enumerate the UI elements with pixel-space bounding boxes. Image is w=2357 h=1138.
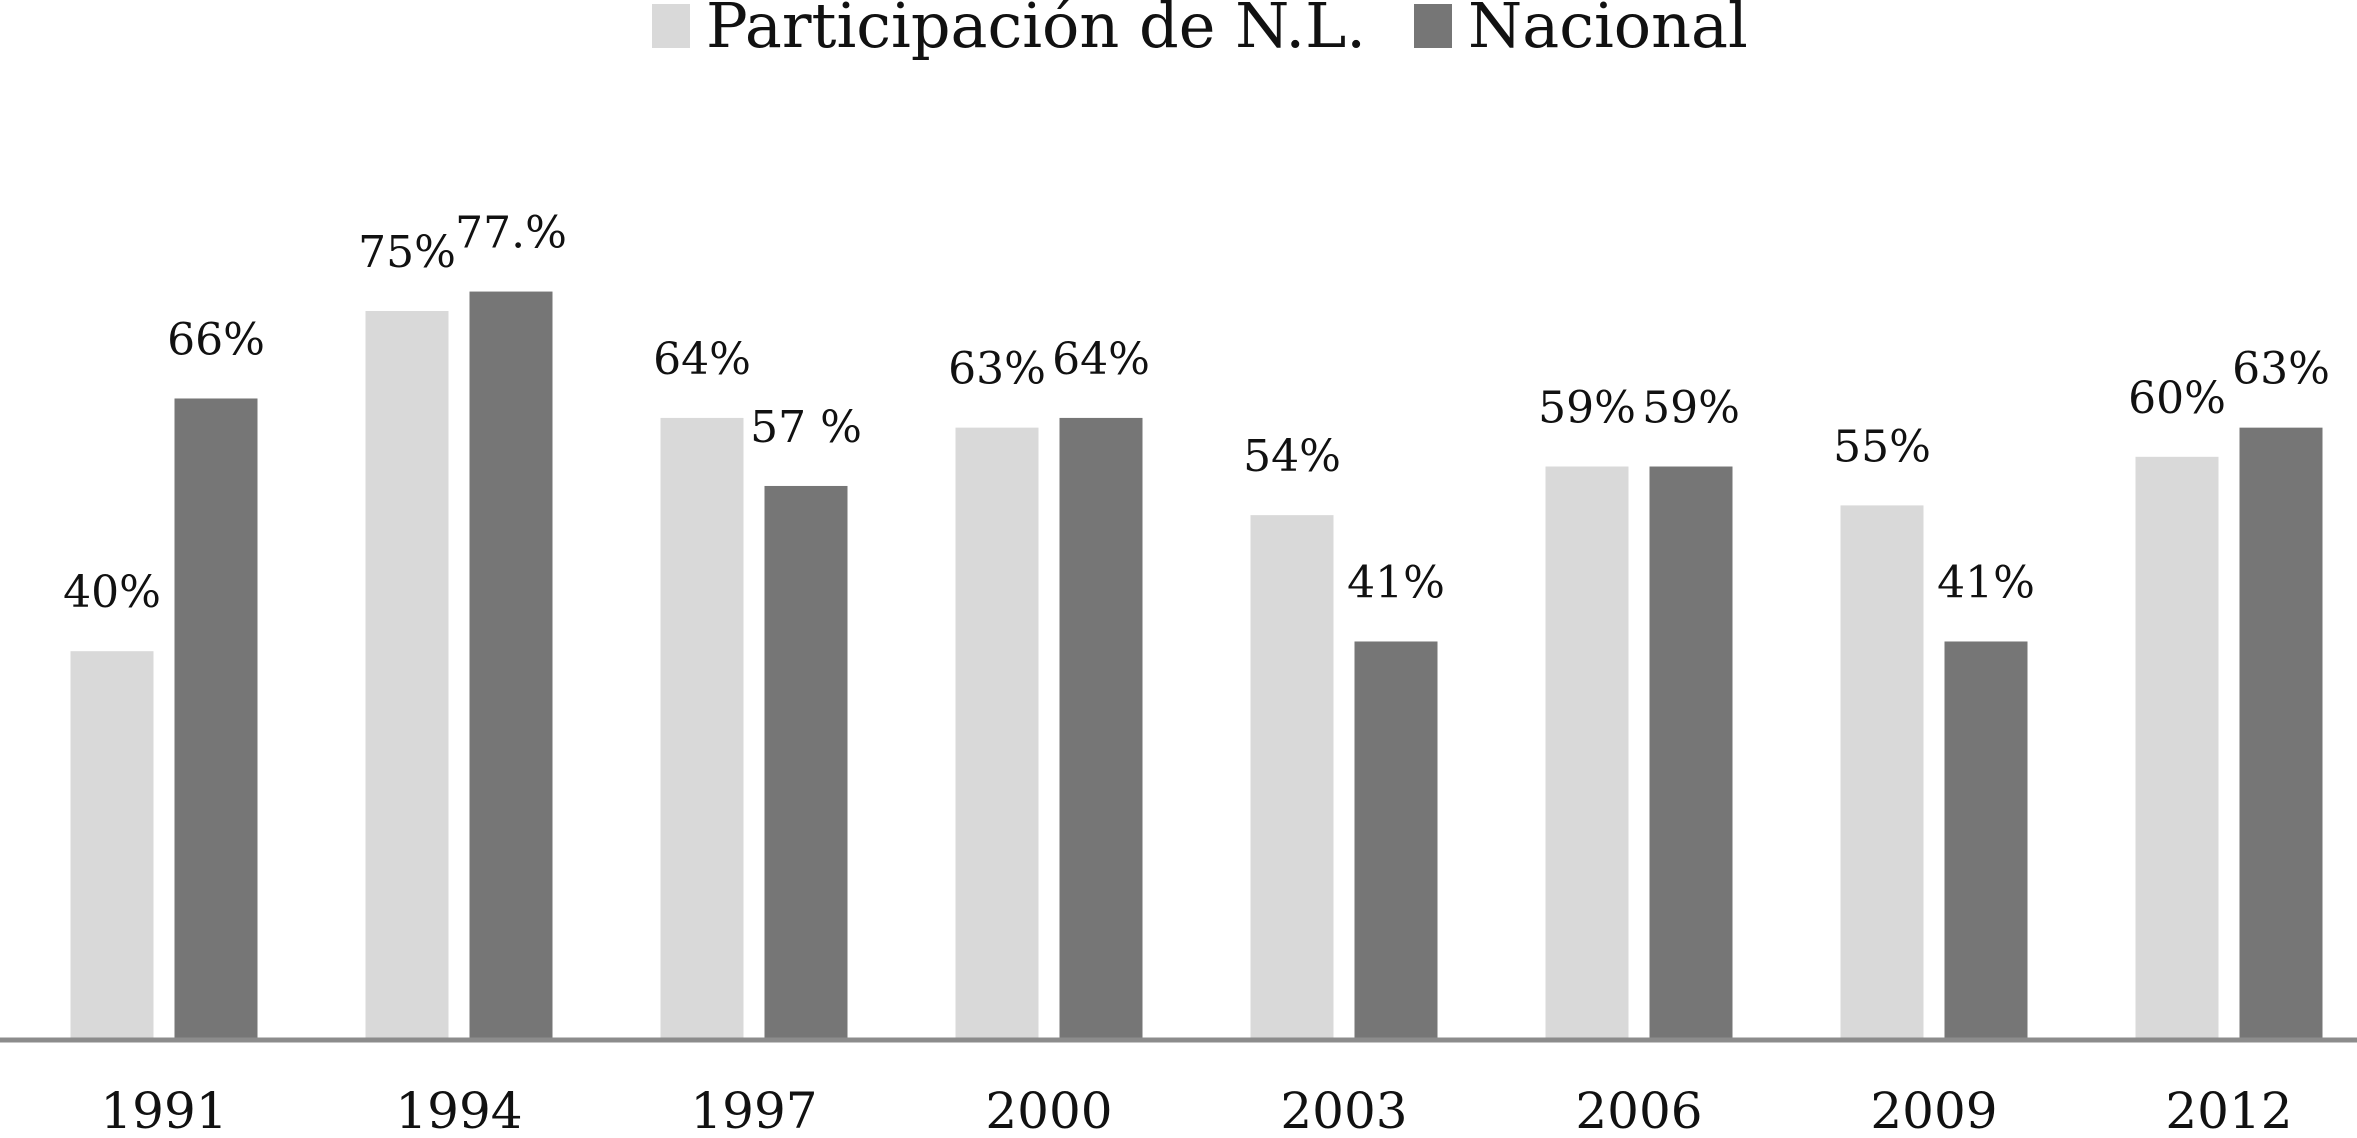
data-label-nacional-2000: 64% [1052,334,1150,385]
bar-participacion-2009 [1840,505,1924,1040]
data-label-participacion-2000: 63% [948,344,1046,395]
bar-participacion-2000 [955,427,1039,1040]
x-tick-label-2009: 2009 [1870,1082,1997,1138]
x-tick-label-2006: 2006 [1575,1082,1702,1138]
legend-label-nacional: Nacional [1468,0,1748,62]
bar-participacion-2006 [1545,466,1629,1040]
x-tick-label-2000: 2000 [985,1082,1112,1138]
data-label-participacion-2012: 60% [2128,373,2226,424]
bar-participacion-1991 [70,651,154,1040]
x-tick-label-2012: 2012 [2165,1082,2292,1138]
data-label-participacion-2009: 55% [1833,421,1931,472]
bars [70,291,2323,1041]
bar-nacional-2006 [1649,466,1733,1040]
data-label-nacional-2006: 59% [1642,383,1740,434]
x-tick-labels: 1991 1994 1997 2000 2003 2006 2009 2012 [100,1082,2292,1138]
data-label-nacional-1997: 57 % [750,402,862,453]
bar-participacion-1994 [365,311,449,1040]
bar-participacion-2003 [1250,515,1334,1040]
bar-nacional-1994 [469,291,553,1040]
data-label-participacion-2003: 54% [1243,431,1341,482]
data-label-nacional-1991: 66% [167,314,265,365]
bar-nacional-1991 [174,398,258,1041]
data-label-participacion-2006: 59% [1538,383,1636,434]
data-label-nacional-2009: 41% [1937,557,2035,608]
x-tick-label-1991: 1991 [100,1082,227,1138]
data-labels: 40%66%75% 77.%64%57 %63% 64%54%41%59% 59%55… [63,208,2330,619]
bar-nacional-2003 [1354,641,1438,1040]
data-label-participacion-1994: 75% [358,227,456,278]
legend-swatch-nacional [1414,4,1452,48]
legend-label-participacion: Participación de N.L. [706,0,1366,62]
data-label-participacion-1991: 40% [63,567,161,618]
bar-nacional-1997 [764,485,848,1041]
x-tick-label-2003: 2003 [1280,1082,1407,1138]
bar-nacional-2009 [1944,641,2028,1040]
data-label-nacional-1994: 77.% [455,208,567,259]
bar-nacional-2012 [2239,427,2323,1040]
bar-participacion-2012 [2135,456,2219,1040]
x-tick-label-1997: 1997 [690,1082,817,1138]
data-label-nacional-2012: 63% [2232,344,2330,395]
data-label-participacion-1997: 64% [653,334,751,385]
legend: Participación de N.L. Nacional [652,0,1748,62]
data-label-nacional-2003: 41% [1347,557,1445,608]
legend-swatch-participacion [652,4,690,48]
bar-nacional-2000 [1059,417,1143,1040]
x-tick-label-1994: 1994 [395,1082,522,1138]
bar-participacion-1997 [660,417,744,1040]
